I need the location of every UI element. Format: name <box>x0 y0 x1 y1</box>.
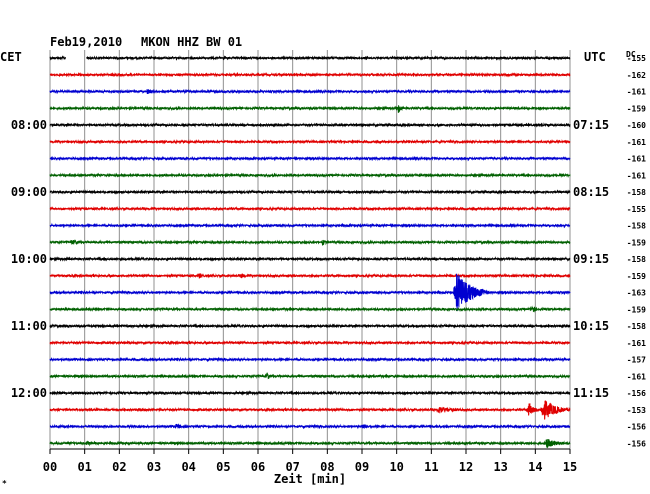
dc-offset-label: -156 <box>627 423 646 432</box>
trace-row-21 <box>49 400 571 420</box>
dc-offset-label: -161 <box>627 339 646 348</box>
x-tick-label: 11 <box>424 460 438 474</box>
dc-offset-label: -163 <box>627 289 646 298</box>
trace-row-4 <box>49 122 571 128</box>
dc-offset-label: -162 <box>627 71 646 80</box>
dc-offset-label: -158 <box>627 222 646 231</box>
x-tick-label: 13 <box>493 460 507 474</box>
dc-offset-label: -159 <box>627 238 646 247</box>
trace-row-5 <box>49 138 571 145</box>
x-tick-label: 07 <box>285 460 299 474</box>
x-tick-label: 15 <box>563 460 577 474</box>
x-tick-label: 10 <box>389 460 403 474</box>
dc-offset-label: -160 <box>627 121 646 130</box>
x-tick-label: 05 <box>216 460 230 474</box>
x-tick-label: 09 <box>355 460 369 474</box>
trace-row-14 <box>49 273 571 311</box>
dc-offset-label: -159 <box>627 104 646 113</box>
dc-offset-label: -157 <box>627 356 646 365</box>
trace-row-11 <box>49 239 571 247</box>
x-tick-label: 02 <box>112 460 126 474</box>
right-hour-label: 09:15 <box>573 252 609 266</box>
x-tick-label: 08 <box>320 460 334 474</box>
right-hour-label: 10:15 <box>573 319 609 333</box>
trace-row-1 <box>49 71 571 78</box>
right-hour-labels: 07:15 08:15 09:15 10:15 11:15 <box>573 118 609 400</box>
x-tick-label: 01 <box>77 460 91 474</box>
trace-row-8 <box>49 189 571 195</box>
dc-offset-label: -161 <box>627 138 646 147</box>
trace-row-10 <box>49 222 571 229</box>
x-tick-label: 06 <box>251 460 265 474</box>
right-hour-label: 07:15 <box>573 118 609 132</box>
header-date: Feb19,2010 <box>50 35 122 49</box>
trace-row-6 <box>49 155 571 162</box>
left-hour-label: 09:00 <box>11 185 47 199</box>
x-tick-label: 03 <box>147 460 161 474</box>
x-tick-label: 00 <box>43 460 57 474</box>
footer-mark: * <box>2 479 7 488</box>
trace-row-7 <box>49 172 571 179</box>
x-tick-label: 12 <box>459 460 473 474</box>
trace-row-12 <box>49 256 571 262</box>
dc-offset-label: -153 <box>627 406 646 415</box>
header-station: MKON HHZ BW 01 <box>141 35 242 49</box>
left-hour-label: 12:00 <box>11 386 47 400</box>
right-hour-label: 08:15 <box>573 185 609 199</box>
dc-offset-label: -161 <box>627 88 646 97</box>
right-hour-label: 11:15 <box>573 386 609 400</box>
dc-offset-label: -158 <box>627 188 646 197</box>
trace-row-3 <box>49 105 571 113</box>
time-grid <box>49 50 571 450</box>
x-tick-label: 04 <box>181 460 195 474</box>
right-timezone-label: UTC <box>584 50 606 64</box>
left-hour-label: 11:00 <box>11 319 47 333</box>
trace-row-13 <box>49 272 571 279</box>
trace-row-20 <box>49 390 571 396</box>
trace-row-0 <box>49 55 571 61</box>
dc-offset-label: -156 <box>627 439 646 448</box>
left-hour-label: 08:00 <box>11 118 47 132</box>
dc-offset-label: -161 <box>627 155 646 164</box>
x-axis-ticks: 00 01 02 03 04 05 06 07 08 09 10 11 12 13 14 15 <box>43 449 577 474</box>
trace-row-23 <box>49 439 571 449</box>
trace-row-15 <box>49 305 571 313</box>
x-tick-label: 14 <box>528 460 542 474</box>
dc-offset-label: -155 <box>627 205 646 214</box>
dc-offset-label: -156 <box>627 389 646 398</box>
trace-row-18 <box>49 356 571 363</box>
dc-offset-label: -159 <box>627 272 646 281</box>
trace-row-9 <box>49 205 571 212</box>
dc-offset-label: -159 <box>627 305 646 314</box>
dc-offset-label: -155 <box>627 54 646 63</box>
x-axis-label: Zeit [min] <box>274 472 346 486</box>
trace-row-16 <box>49 323 571 329</box>
left-timezone-label: CET <box>0 50 22 64</box>
trace-row-22 <box>49 423 571 430</box>
left-hour-labels: 08:00 09:00 10:00 11:00 12:00 <box>11 118 47 400</box>
trace-group <box>49 55 571 449</box>
dc-offset-label: -158 <box>627 322 646 331</box>
dc-offset-labels: -155 -162 -161 -159 -160 -161 -161 -161 -158 -155… <box>627 54 646 448</box>
trace-row-17 <box>49 339 571 346</box>
dc-offset-label: -158 <box>627 255 646 264</box>
trace-row-2 <box>49 88 571 95</box>
dc-column-header: DC <box>626 50 636 59</box>
trace-row-19 <box>49 372 571 380</box>
dc-offset-label: -161 <box>627 372 646 381</box>
dc-offset-label: -161 <box>627 171 646 180</box>
left-hour-label: 10:00 <box>11 252 47 266</box>
